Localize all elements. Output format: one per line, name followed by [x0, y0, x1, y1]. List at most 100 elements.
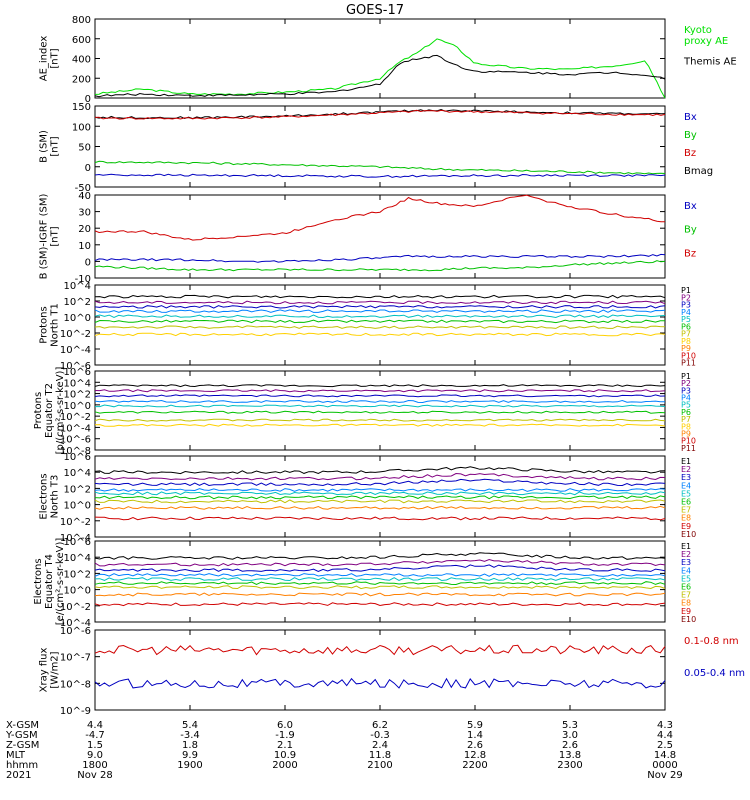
series-line	[94, 552, 666, 560]
y-tick-label: 10^0	[64, 401, 91, 412]
legend-entry: P2	[681, 379, 691, 388]
y-tick-label: 10^6	[64, 367, 91, 378]
y-tick-label: 10^0	[64, 313, 91, 324]
y-axis-label: B (SM)	[39, 130, 50, 163]
legend-entry: E9	[681, 522, 691, 531]
y-tick-label: 30	[78, 208, 91, 219]
x-axis-value: 1.5	[87, 740, 103, 751]
series-line	[94, 253, 666, 263]
series-line	[95, 404, 666, 408]
y-tick-label: 10^-7	[60, 653, 91, 664]
y-tick-label: 40	[78, 191, 91, 202]
x-axis-row-label: Y-GSM	[5, 730, 38, 741]
y-tick-label: 200	[72, 74, 91, 85]
x-axis-value: 1800	[82, 760, 107, 771]
series-line	[94, 314, 666, 319]
legend-entry: E10	[681, 530, 696, 539]
y-tick-label: 10^0	[64, 586, 91, 597]
x-axis-value: 4.4	[657, 730, 673, 741]
series-line	[94, 309, 666, 314]
panel-frame	[94, 370, 666, 451]
legend-entry: Bmag	[684, 166, 713, 177]
series-line	[94, 577, 666, 582]
x-axis-row-label: Z-GSM	[6, 740, 39, 751]
legend-entry: E10	[681, 615, 696, 624]
series-line	[94, 54, 666, 98]
series-line	[94, 581, 666, 586]
y-axis-label: North T3	[50, 475, 61, 519]
panel-frame	[94, 629, 666, 711]
legend-entry: 0.1-0.8 nm	[684, 636, 739, 647]
series-line	[94, 389, 666, 393]
y-tick-label: 10^-2	[60, 602, 91, 613]
legend-entry: By	[684, 225, 697, 236]
x-axis-value: 2000	[272, 760, 297, 771]
x-axis-value: 13.8	[559, 750, 581, 761]
series-line	[94, 260, 666, 272]
x-axis-value: -3.4	[180, 730, 200, 741]
x-axis-value: 5.3	[562, 720, 578, 731]
series-line	[94, 592, 666, 597]
y-tick-label: 10^-4	[60, 618, 91, 629]
legend-entry: E3	[681, 558, 691, 567]
legend-entry: P6	[681, 322, 691, 331]
x-axis-value: 2.4	[372, 740, 388, 751]
legend-entry: P3	[681, 386, 691, 395]
y-tick-label: 0	[85, 163, 91, 174]
y-tick-label: 150	[72, 102, 91, 113]
legend-entry: E8	[681, 514, 691, 523]
x-axis-value: 5.9	[467, 720, 483, 731]
x-axis-value: -0.3	[370, 730, 390, 741]
y-tick-label: 600	[72, 35, 91, 46]
y-tick-label: 20	[78, 224, 91, 235]
legend-entry: proxy AE	[684, 36, 728, 47]
legend-entry: By	[684, 130, 697, 141]
series-line	[94, 394, 666, 398]
plot-title: GOES-17	[346, 3, 404, 18]
y-axis-label: North T1	[50, 303, 61, 347]
y-axis-label: Protons	[33, 392, 44, 429]
x-axis-value: 3.0	[562, 730, 578, 741]
series-line	[94, 677, 666, 689]
y-axis-label: [p/(cm²-s-sr-keV)]	[55, 367, 66, 455]
series-line	[94, 564, 666, 573]
x-axis-value: Nov 28	[77, 770, 112, 781]
y-tick-label: 10^2	[64, 569, 91, 580]
legend-entry: E6	[681, 498, 691, 507]
series-line	[94, 573, 666, 577]
y-tick-label: 800	[72, 15, 91, 26]
y-tick-label: 0	[85, 94, 91, 105]
y-tick-label: 50	[78, 143, 91, 154]
x-axis-value: 9.0	[87, 750, 103, 761]
x-axis-value: 4.3	[657, 720, 673, 731]
series-line	[94, 585, 666, 590]
panel-frame	[94, 540, 666, 623]
legend-entry: E4	[681, 566, 691, 575]
series-line	[94, 478, 666, 487]
y-tick-label: 400	[72, 55, 91, 66]
legend-entry: Bx	[684, 201, 697, 212]
legend-entry: E1	[681, 457, 691, 466]
legend-entry: P5	[681, 315, 691, 324]
legend-entry: P4	[681, 308, 691, 317]
x-axis-value: 14.8	[654, 750, 676, 761]
legend-entry: P2	[681, 293, 691, 302]
series-line	[94, 491, 666, 496]
series-line	[94, 305, 666, 309]
series-line	[94, 319, 666, 324]
y-tick-label: 10^-4	[60, 423, 91, 434]
y-tick-label: -50	[75, 183, 91, 194]
legend-entry: E5	[681, 489, 691, 498]
legend-entry: E6	[681, 583, 691, 592]
x-axis-value: 6.0	[277, 720, 293, 731]
legend-entry: E2	[681, 465, 691, 474]
x-axis-value: 12.8	[464, 750, 486, 761]
panel-frame	[94, 284, 666, 366]
y-tick-label: 10^-2	[60, 517, 91, 528]
legend-entry: P10	[681, 437, 696, 446]
y-tick-label: 10^4	[64, 553, 91, 564]
y-axis-label: Equator T2	[44, 383, 55, 438]
x-axis-value: 2100	[367, 760, 392, 771]
x-axis-value: 6.2	[372, 720, 388, 731]
legend-entry: Bz	[684, 148, 696, 159]
